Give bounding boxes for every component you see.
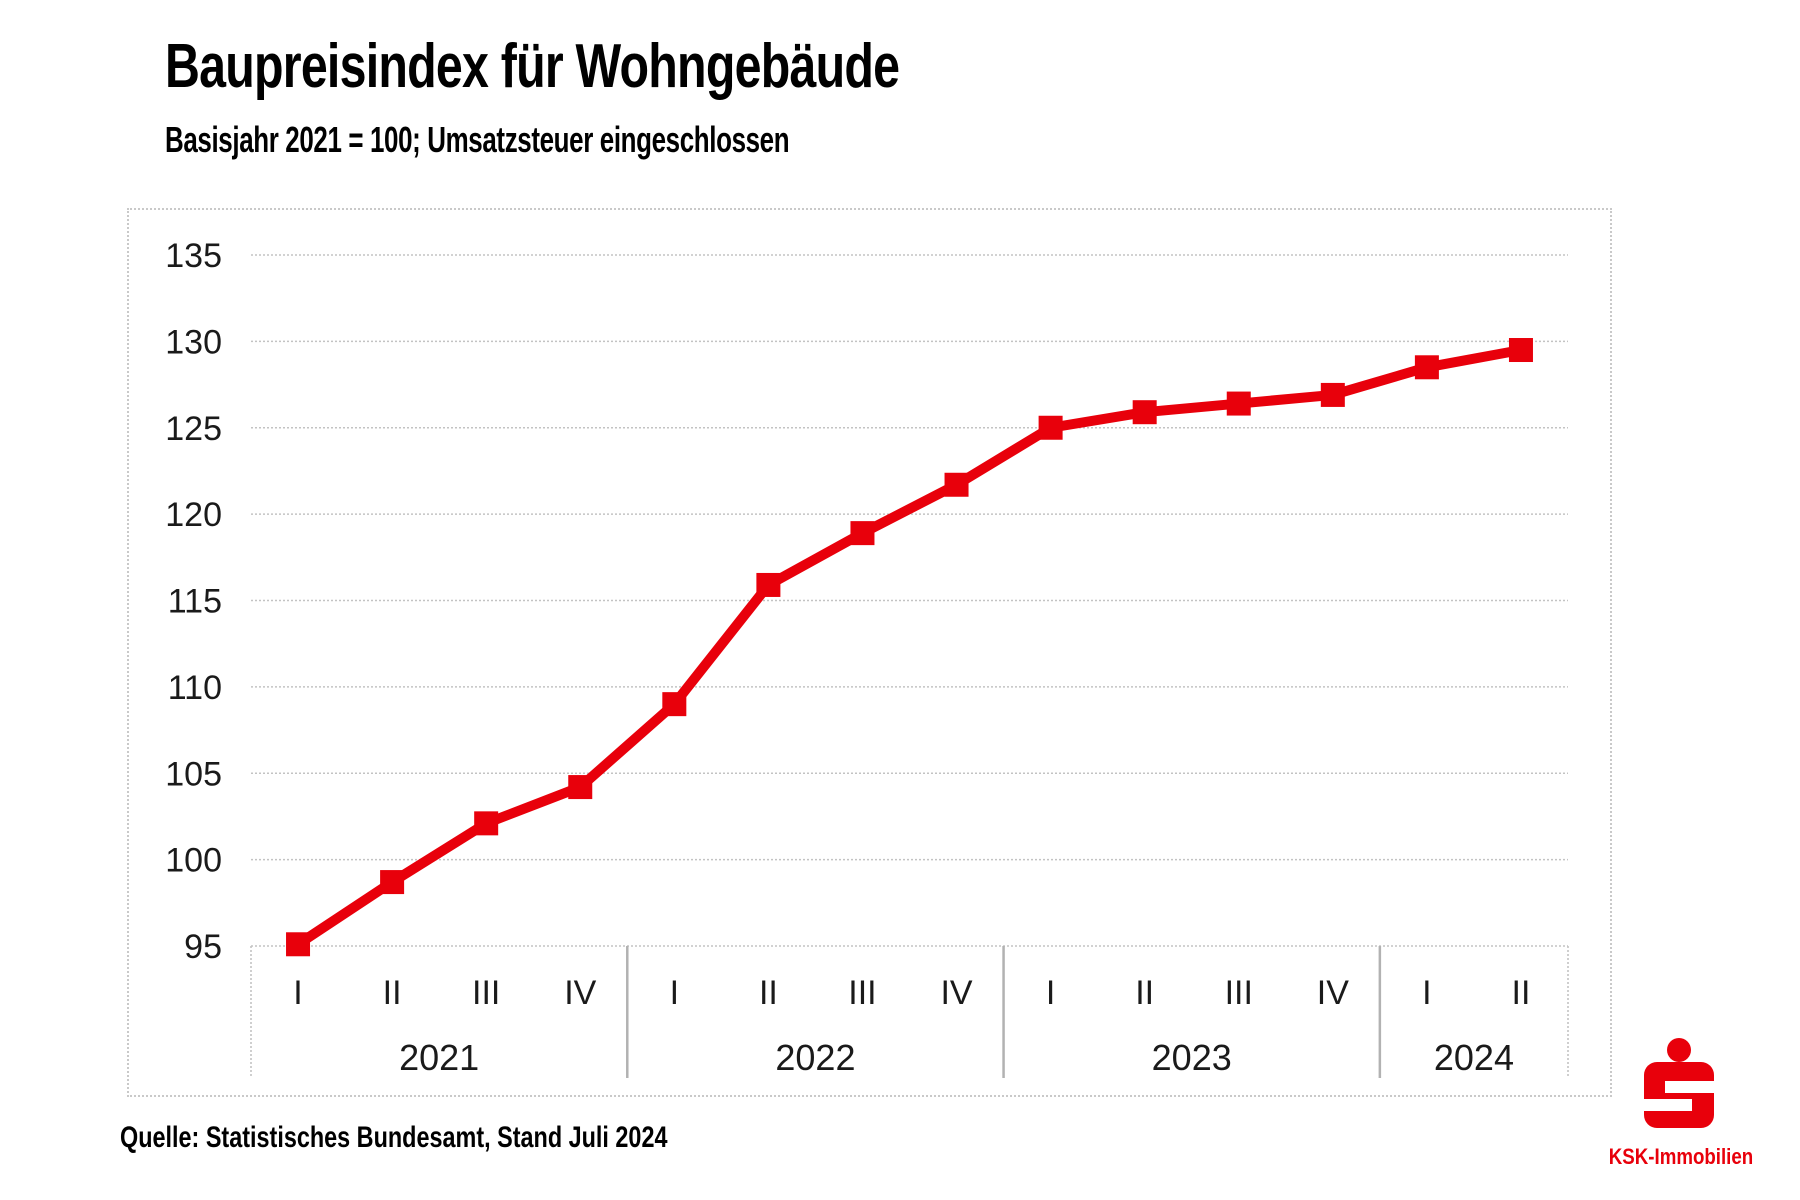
data-point-marker	[1508, 338, 1533, 363]
year-label: 2021	[399, 1037, 479, 1078]
logo-s-dot	[1667, 1038, 1691, 1062]
year-label: 2022	[775, 1037, 855, 1078]
quarter-tick-label: II	[1512, 974, 1531, 1012]
y-tick-label: 135	[165, 237, 222, 275]
data-point-marker	[944, 472, 969, 497]
data-point-marker	[1414, 355, 1439, 380]
ksk-logo: KSK-Immobilien	[1596, 1038, 1766, 1178]
series-line	[293, 345, 1526, 950]
quarter-tick-label: II	[759, 974, 778, 1012]
logo-s-slot-upper	[1665, 1081, 1714, 1093]
quarter-tick-label: IV	[1317, 974, 1349, 1012]
data-point-marker	[1038, 415, 1063, 440]
y-tick-label: 120	[165, 496, 222, 534]
logo-s-body	[1644, 1062, 1714, 1128]
chart-title: Baupreisindex für Wohngebäude	[165, 32, 900, 101]
quarter-tick-label: I	[293, 974, 302, 1012]
y-tick-label: 105	[165, 755, 222, 793]
y-tick-label: 110	[168, 669, 222, 707]
data-point-marker	[756, 572, 781, 597]
data-point-marker	[568, 775, 593, 800]
data-point-marker	[1226, 391, 1251, 416]
data-point-marker	[1132, 400, 1157, 425]
quarter-tick-label: I	[1046, 974, 1055, 1012]
logo-s-slot-lower	[1644, 1099, 1692, 1111]
data-point-marker	[474, 811, 499, 836]
data-point-marker	[380, 870, 405, 895]
chart-plot-box	[127, 208, 1612, 1097]
year-label: 2023	[1152, 1037, 1232, 1078]
quarter-tick-label: II	[383, 974, 402, 1012]
sparkasse-s-icon	[1644, 1038, 1714, 1128]
year-label: 2024	[1434, 1037, 1514, 1078]
data-point-marker	[662, 692, 687, 717]
quarter-tick-label: IV	[940, 974, 972, 1012]
quarter-tick-label: IV	[564, 974, 596, 1012]
source-note: Quelle: Statistisches Bundesamt, Stand J…	[120, 1121, 668, 1154]
y-tick-label: 125	[165, 410, 222, 448]
data-point-marker	[1320, 382, 1345, 407]
quarter-tick-label: II	[1135, 974, 1154, 1012]
quarter-tick-label: III	[1225, 974, 1253, 1012]
logo-brand-text: KSK-Immobilien	[1608, 1144, 1754, 1169]
data-point-marker	[850, 521, 875, 546]
quarter-tick-label: III	[848, 974, 876, 1012]
y-tick-label: 100	[165, 842, 222, 880]
y-tick-label: 95	[184, 928, 222, 966]
chart-subtitle: Basisjahr 2021 = 100; Umsatzsteuer einge…	[165, 119, 790, 160]
y-tick-label: 130	[165, 323, 222, 361]
quarter-tick-label: I	[1422, 974, 1431, 1012]
quarter-tick-label: I	[670, 974, 679, 1012]
quarter-tick-label: III	[472, 974, 500, 1012]
data-point-marker	[286, 932, 311, 957]
y-tick-label: 115	[168, 583, 222, 621]
